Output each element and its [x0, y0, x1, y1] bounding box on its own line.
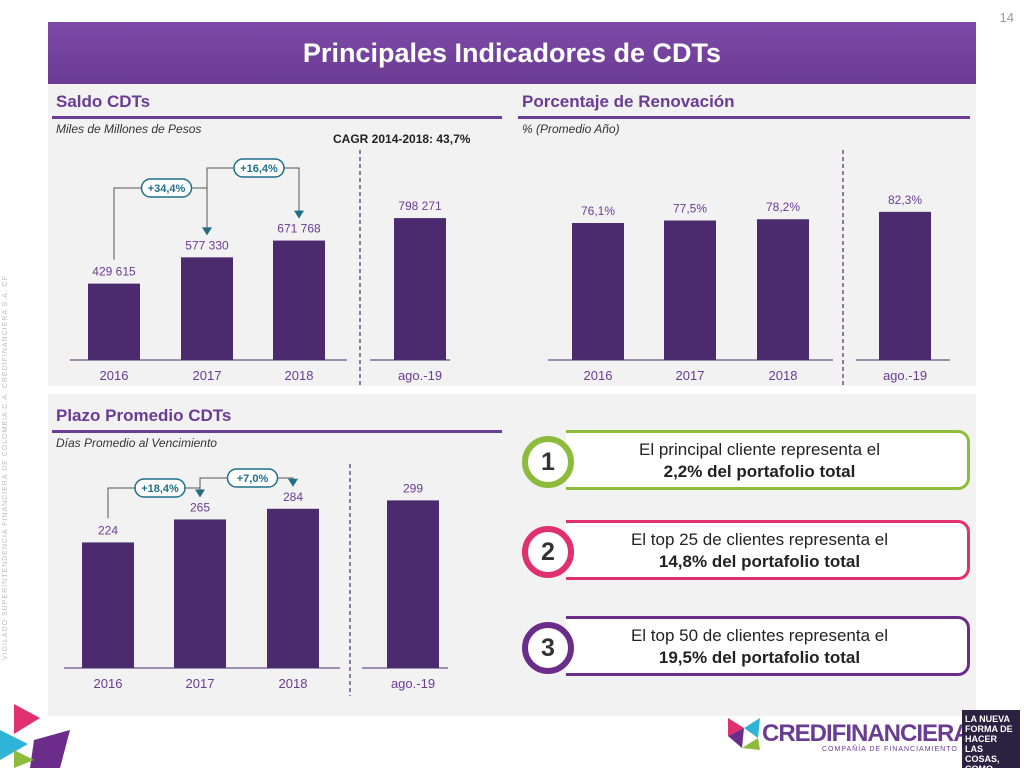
company-tagline: COMPAÑÍA DE FINANCIAMIENTO	[822, 746, 958, 753]
cagr-label: CAGR 2014-2018: 43,7%	[333, 132, 471, 146]
card-box: El principal cliente representa el 2,2% …	[566, 430, 970, 490]
x-tick-label: ago.-19	[883, 368, 927, 383]
page-number: 14	[999, 10, 1014, 25]
bar	[181, 257, 233, 360]
plazo-subtitle: Días Promedio al Vencimiento	[56, 436, 217, 450]
data-label: 224	[98, 523, 118, 537]
bar	[267, 508, 319, 668]
card-number: 1	[541, 447, 555, 476]
slogan-badge: LA NUEVA FORMA DE HACER LAS COSAS, COMO …	[962, 710, 1020, 784]
growth-label: +34,4%	[148, 183, 186, 195]
title-bar: Principales Indicadores de CDTs	[48, 22, 976, 84]
x-tick-label: 2016	[100, 368, 129, 383]
growth-pill	[226, 468, 279, 488]
renovacion-title: Porcentaje de Renovación	[522, 92, 735, 111]
arrow-icon	[288, 478, 298, 487]
card-line2: 2,2% del portafolio total	[663, 462, 856, 481]
card-line1: El principal cliente representa el	[639, 440, 880, 459]
card-text: El principal cliente representa el 2,2% …	[566, 439, 953, 483]
data-label: 671 768	[277, 222, 321, 236]
data-label: 77,5%	[673, 202, 707, 216]
x-tick-label: 2018	[279, 676, 308, 691]
brand-mark-icon	[0, 704, 70, 768]
card-number: 2	[541, 537, 555, 566]
renovacion-underline	[518, 116, 970, 119]
plazo-chart: 224 2016 265 2017 284 2018 299 ago.-19 +18,4% +7,…	[64, 464, 448, 696]
growth-label: +7,0%	[237, 473, 269, 485]
card-number-circle: 3	[522, 622, 574, 674]
bar	[88, 283, 140, 360]
card-line1: El top 25 de clientes representa el	[630, 530, 889, 549]
card-text: El top 50 de clientes representa el 19,5…	[566, 625, 953, 669]
data-label: 798 271	[398, 199, 442, 213]
card-text: El top 25 de clientes representa el 14,8…	[566, 529, 953, 573]
renovacion-subtitle: % (Promedio Año)	[522, 122, 620, 136]
data-label: 299	[403, 481, 423, 495]
data-label: 429 615	[92, 265, 136, 279]
data-label: 78,2%	[766, 200, 800, 214]
card-box: El top 50 de clientes representa el 19,5…	[566, 616, 970, 676]
growth-pill	[134, 478, 186, 498]
card-line1: El top 50 de clientes representa el	[630, 626, 889, 645]
growth-label: +16,4%	[240, 163, 278, 175]
card-box: El top 25 de clientes representa el 14,8…	[566, 520, 970, 580]
company-logo-icon	[728, 718, 760, 750]
bar	[273, 240, 325, 360]
arrow-icon	[294, 210, 304, 219]
x-tick-label: 2016	[584, 368, 613, 383]
card-number-circle: 1	[522, 436, 574, 488]
plazo-underline	[52, 430, 502, 433]
data-label: 284	[283, 490, 303, 504]
data-label: 76,1%	[581, 204, 615, 218]
data-label: 265	[190, 500, 210, 514]
card-number-circle: 2	[522, 526, 574, 578]
x-tick-label: 2017	[186, 676, 215, 691]
bar	[757, 219, 809, 360]
x-tick-label: 2018	[769, 368, 798, 383]
plazo-title: Plazo Promedio CDTs	[56, 406, 232, 425]
growth-label: +18,4%	[141, 483, 179, 495]
x-tick-label: 2017	[676, 368, 705, 383]
bar	[879, 211, 931, 360]
bar	[394, 218, 446, 360]
company-logo-text: CREDIFINANCIERA	[762, 720, 971, 747]
card-line2: 19,5% del portafolio total	[658, 648, 861, 667]
card-number: 3	[541, 633, 555, 662]
bar	[664, 220, 716, 360]
x-tick-label: ago.-19	[398, 368, 442, 383]
x-tick-label: 2018	[285, 368, 314, 383]
bar	[174, 519, 226, 668]
vigilado-text: VIGILADO SUPERINTENDENCIA FINANCIERA DE …	[2, 274, 9, 660]
saldo-title: Saldo CDTs	[56, 92, 151, 111]
page-title: Principales Indicadores de CDTs	[302, 37, 722, 68]
x-tick-label: ago.-19	[391, 676, 435, 691]
data-label: 577 330	[185, 238, 229, 252]
saldo-chart: 429 615 2016 577 330 2017 671 768 2018 798 271…	[70, 150, 450, 388]
saldo-underline	[52, 116, 502, 119]
renovacion-chart: 76,1% 2016 77,5% 2017 78,2% 2018 82,3% ago.-19	[548, 150, 950, 388]
data-label: 82,3%	[888, 193, 922, 207]
bar	[82, 542, 134, 668]
growth-pill	[233, 158, 285, 178]
x-tick-label: 2016	[94, 676, 123, 691]
saldo-subtitle: Miles de Millones de Pesos	[56, 122, 202, 136]
bar	[572, 223, 624, 360]
x-tick-label: 2017	[193, 368, 222, 383]
growth-pill	[140, 178, 193, 198]
bar	[387, 500, 439, 668]
card-line2: 14,8% del portafolio total	[658, 552, 861, 571]
